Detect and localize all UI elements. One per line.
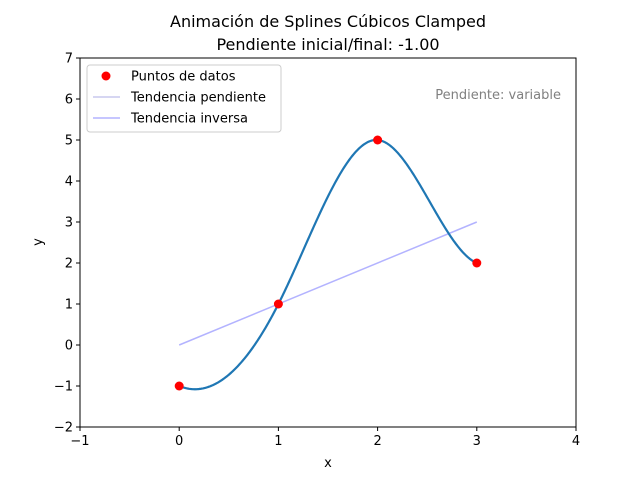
data-point bbox=[373, 135, 383, 145]
y-tick-label: 1 bbox=[65, 298, 73, 313]
x-tick-label: 1 bbox=[274, 434, 282, 449]
slope-annotation: Pendiente: variable bbox=[435, 88, 561, 103]
y-tick-label: −1 bbox=[54, 380, 73, 395]
y-axis-label: y bbox=[31, 238, 46, 246]
legend-marker-points bbox=[101, 71, 111, 81]
chart-title-line1: Animación de Splines Cúbicos Clamped bbox=[170, 12, 486, 31]
chart-title-line2: Pendiente inicial/final: -1.00 bbox=[216, 35, 439, 54]
data-point bbox=[472, 258, 482, 268]
x-tick-label: 2 bbox=[373, 434, 381, 449]
x-tick-label: −1 bbox=[70, 434, 89, 449]
legend: Puntos de datos Tendencia pendiente Tend… bbox=[86, 64, 282, 133]
y-tick-label: 3 bbox=[65, 216, 73, 231]
spline-curve bbox=[178, 138, 478, 391]
legend-label-slope: Tendencia pendiente bbox=[130, 91, 266, 106]
axes-frame bbox=[79, 57, 577, 428]
y-tick-label: −2 bbox=[54, 421, 73, 436]
y-tick-label: 7 bbox=[65, 52, 73, 67]
inverse-trend-line bbox=[178, 221, 478, 346]
legend-label-points: Puntos de datos bbox=[131, 70, 236, 85]
y-tick-label: 0 bbox=[65, 339, 73, 354]
data-point bbox=[273, 299, 283, 309]
data-point bbox=[174, 381, 184, 391]
legend-box bbox=[86, 64, 282, 133]
x-tick-label: 3 bbox=[473, 434, 481, 449]
y-tick-label: 2 bbox=[65, 257, 73, 272]
y-tick-label: 5 bbox=[65, 134, 73, 149]
x-tick-label: 4 bbox=[572, 434, 580, 449]
y-tick-label: 4 bbox=[65, 175, 73, 190]
legend-label-inverse: Tendencia inversa bbox=[130, 112, 248, 127]
x-tick-label: 0 bbox=[175, 434, 183, 449]
x-axis-label: x bbox=[324, 456, 332, 471]
y-tick-label: 6 bbox=[65, 93, 73, 108]
plot-area bbox=[174, 135, 482, 391]
